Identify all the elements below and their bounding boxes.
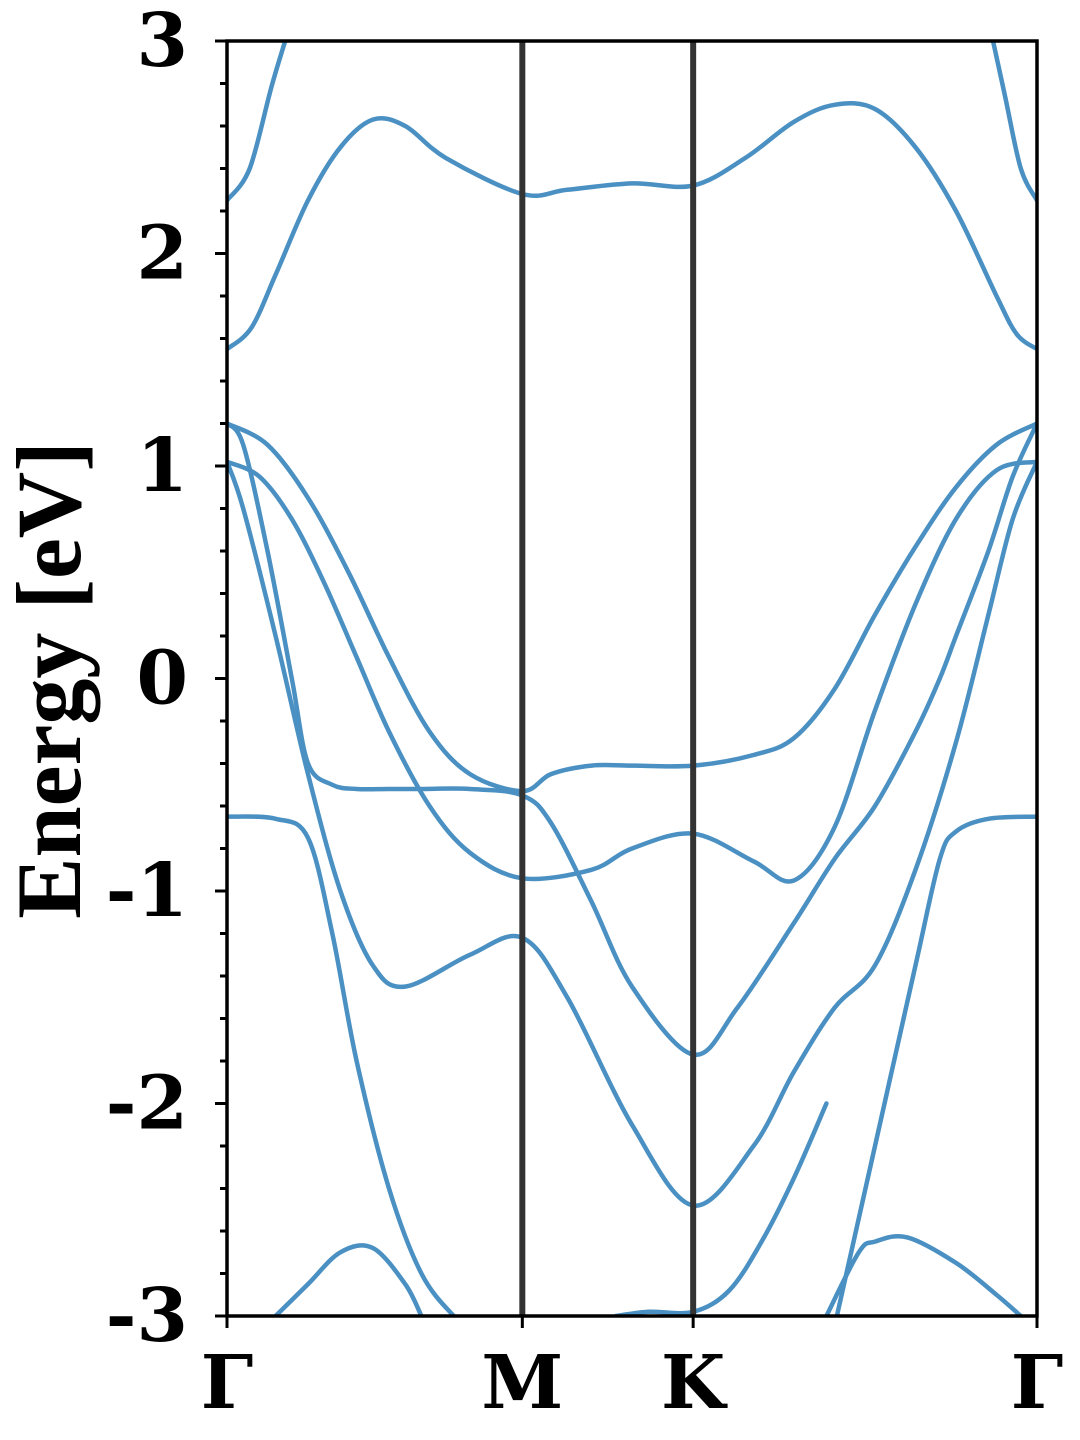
y-tick-label: -3 xyxy=(106,1273,188,1359)
band-line-9 xyxy=(834,814,1037,1316)
band-line-5 xyxy=(227,459,1037,884)
band-line-2 xyxy=(227,101,1037,352)
band-line-1 xyxy=(227,41,288,203)
x-tick-label: M xyxy=(481,1340,563,1426)
y-tick-label: -1 xyxy=(106,848,188,934)
y-tick-label: 0 xyxy=(137,636,189,722)
high-symmetry-lines xyxy=(519,41,697,1316)
band-line-3 xyxy=(990,41,1037,203)
y-tick-label: 3 xyxy=(137,0,189,84)
y-tick-label: 1 xyxy=(137,423,189,509)
x-tick-label: K xyxy=(661,1340,728,1426)
band-line-10 xyxy=(273,1243,424,1316)
y-axis: 3 2 1 0 -1 -2 -3 xyxy=(106,0,227,1359)
y-tick-label: 2 xyxy=(137,211,189,297)
bands-group xyxy=(227,41,1037,1316)
band-line-7 xyxy=(227,459,1037,1208)
y-tick-label: -2 xyxy=(106,1061,188,1147)
band-line-12 xyxy=(824,1233,1024,1316)
band-line-8 xyxy=(227,814,457,1316)
band-line-4 xyxy=(227,421,1037,794)
x-tick-label: Γ xyxy=(201,1340,254,1426)
x-tick-label: Γ xyxy=(1011,1340,1064,1426)
band-line-11 xyxy=(613,1101,829,1316)
band-line-6 xyxy=(227,421,1037,1057)
y-axis-title: Energy [eV] xyxy=(0,441,100,919)
